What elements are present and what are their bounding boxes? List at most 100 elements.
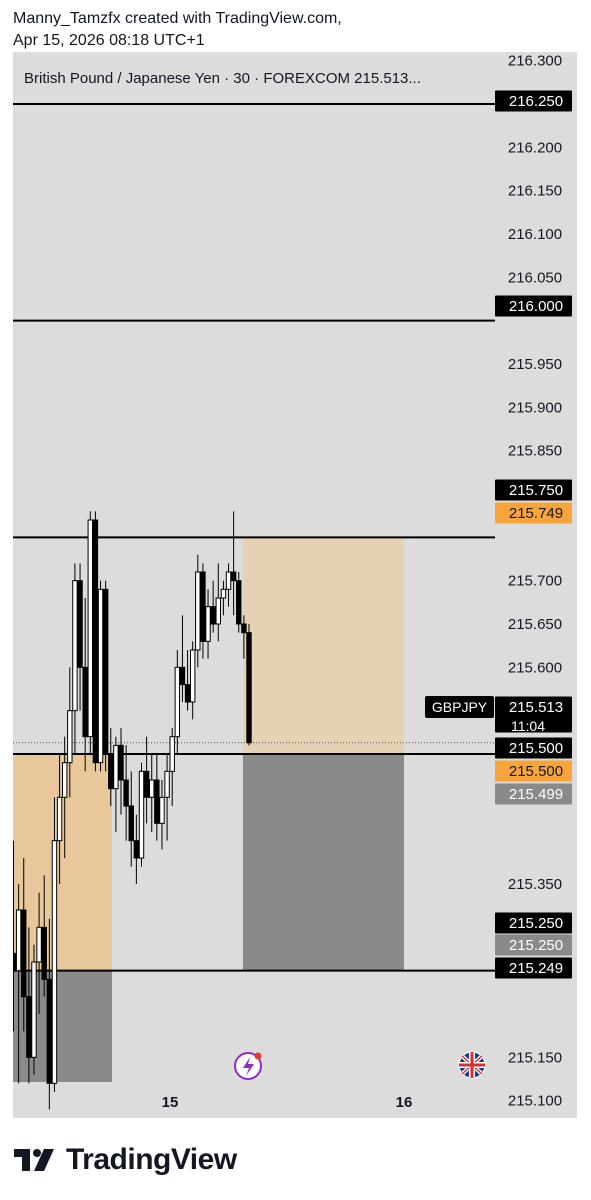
candle-up	[174, 666, 181, 738]
candle-up	[169, 736, 175, 772]
candle-up	[87, 519, 93, 738]
price-label-text: 215.750	[509, 482, 563, 499]
candle-up	[15, 909, 22, 972]
symbol-tag-box	[425, 696, 494, 718]
candle-up	[215, 597, 221, 625]
author-line: Manny_Tamzfx created with TradingView.co…	[13, 10, 342, 27]
brand-name: TradingView	[66, 1143, 237, 1176]
candle-up	[189, 649, 196, 703]
symbol-tag-text: GBPJPY	[432, 699, 488, 715]
candle-down	[21, 909, 27, 998]
price-label-box	[495, 90, 572, 112]
lightning-bolt-icon	[243, 1057, 254, 1076]
candle-down	[118, 744, 124, 781]
candle-up	[149, 779, 155, 798]
price-label-text: 216.250	[509, 93, 563, 110]
candle-down	[123, 779, 129, 807]
candle-up	[113, 744, 119, 790]
symbol-legend[interactable]: British Pound / Japanese Yen · 30 · FORE…	[24, 70, 421, 87]
candle-down	[246, 632, 252, 744]
candle-down	[128, 805, 134, 842]
tradingview-logo-icon	[14, 1149, 54, 1171]
candle-down	[241, 623, 247, 634]
y-tick-label: 216.150	[508, 183, 562, 200]
price-label-text: 215.749	[509, 505, 563, 522]
candles-group	[13, 511, 252, 1110]
price-label-text: 215.250	[509, 915, 563, 932]
bar-countdown-text: 11:04	[511, 718, 545, 734]
price-label-text: 215.500	[509, 740, 563, 757]
candle-down	[108, 753, 114, 790]
price-label-box	[495, 502, 572, 524]
candle-up	[138, 770, 145, 859]
candle-up	[159, 796, 165, 824]
price-label-box	[495, 934, 572, 956]
price-label-box	[495, 696, 572, 733]
candle-down	[154, 779, 160, 824]
y-tick-label: 216.050	[508, 269, 562, 286]
price-label-text: 215.249	[509, 960, 563, 977]
candle-down	[26, 996, 32, 1058]
y-tick-label: 215.650	[508, 616, 562, 633]
long-target-zone	[243, 537, 404, 754]
candle-down	[13, 952, 17, 972]
candle-up	[97, 588, 104, 764]
y-tick-label: 215.350	[508, 876, 562, 893]
candle-up	[36, 926, 42, 963]
price-label-box	[495, 479, 572, 501]
candle-down	[41, 926, 47, 980]
candle-down	[102, 588, 109, 755]
candle-down	[143, 770, 150, 798]
candle-down	[230, 571, 237, 582]
y-tick-label: 215.600	[508, 659, 562, 676]
candle-down	[82, 666, 88, 738]
price-label-box	[495, 737, 572, 759]
candle-up	[225, 571, 232, 590]
candle-up	[56, 796, 63, 842]
candle-up	[67, 710, 73, 764]
candle-up	[195, 571, 201, 651]
candle-down	[46, 978, 53, 1084]
candle-up	[72, 580, 78, 712]
y-tick-label: 215.950	[508, 356, 562, 373]
candle-up	[61, 762, 68, 798]
price-label-box	[495, 295, 572, 317]
price-label-box	[495, 912, 572, 934]
candle-down	[77, 580, 83, 668]
y-tick-label: 215.900	[508, 399, 562, 416]
price-label-text: 215.513	[509, 699, 563, 716]
price-label-box	[495, 760, 572, 782]
y-tick-label: 215.850	[508, 443, 562, 460]
candle-down	[184, 684, 191, 703]
y-tick-label: 215.150	[508, 1049, 562, 1066]
price-label-text: 216.000	[509, 298, 563, 315]
candle-down	[92, 519, 99, 764]
x-tick-label: 16	[396, 1094, 413, 1111]
candle-up	[51, 840, 58, 1084]
y-tick-label: 216.100	[508, 226, 562, 243]
y-tick-label: 216.200	[508, 139, 562, 156]
candle-up	[205, 606, 211, 642]
y-tick-label: 215.100	[508, 1093, 562, 1110]
y-tick-label: 216.300	[508, 53, 562, 70]
chart-header: Manny_Tamzfx created with TradingView.co…	[13, 8, 342, 52]
long-stop-zone	[243, 754, 404, 971]
flag-cross-red	[459, 1052, 485, 1078]
candle-down	[179, 666, 186, 686]
timestamp-line: Apr 15, 2026 08:18 UTC+1	[13, 32, 205, 49]
tradingview-brand: TradingView	[14, 1143, 237, 1177]
candle-up	[31, 961, 37, 1058]
price-label-box	[495, 783, 572, 805]
y-tick-label: 215.700	[508, 573, 562, 590]
price-label-text: 215.500	[509, 763, 563, 780]
candle-down	[236, 580, 242, 625]
price-label-text: 215.499	[509, 786, 563, 803]
candle-up	[220, 588, 227, 599]
candle-down	[210, 606, 216, 625]
notification-dot-icon	[254, 1052, 262, 1060]
price-label-text: 215.250	[509, 937, 563, 954]
candle-down	[133, 840, 140, 859]
candle-down	[200, 571, 206, 642]
candle-up	[164, 770, 170, 798]
